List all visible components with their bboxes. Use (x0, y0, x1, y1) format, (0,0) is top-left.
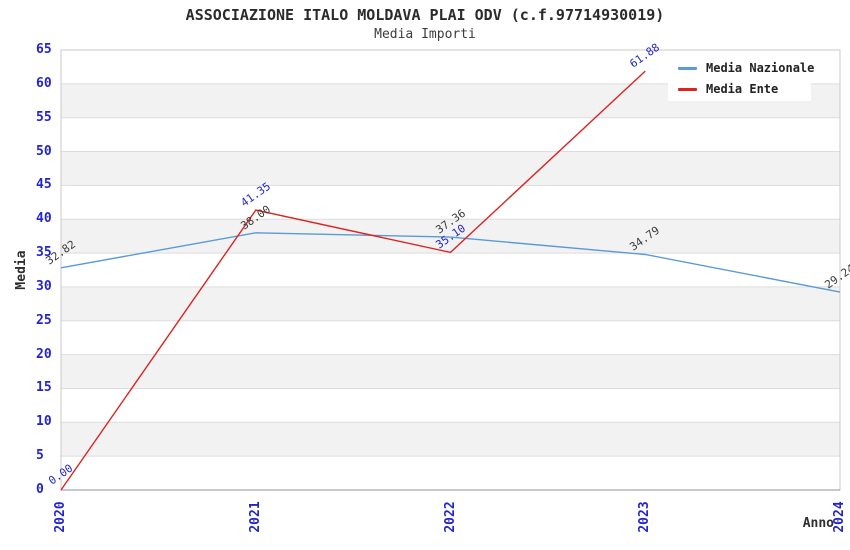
legend-item-media-nazionale: Media Nazionale (668, 58, 815, 78)
legend-label-media-ente: Media Ente (706, 82, 779, 96)
media-nazionale-line-swatch (678, 66, 697, 70)
x-axis-label: Anno (802, 516, 834, 531)
legend-label-media-nazionale: Media Nazionale (706, 61, 815, 75)
media-ente-line (60, 70, 646, 491)
chart-subtitle: Media Importi (374, 27, 476, 42)
y-axis-label: Media (14, 250, 30, 290)
media-nazionale-line (60, 232, 841, 293)
legend-item-media-ente: Media Ente (668, 79, 811, 99)
plot-band (61, 151, 840, 186)
plot-band (61, 219, 840, 254)
plot-band (61, 286, 840, 321)
plot-band (61, 422, 840, 457)
legend: Media Nazionale Media Ente (668, 58, 815, 101)
media-ente-line-swatch (678, 87, 697, 91)
chart-title: ASSOCIAZIONE ITALO MOLDAVA PLAI ODV (c.f… (185, 6, 665, 24)
plot-band (61, 354, 840, 389)
